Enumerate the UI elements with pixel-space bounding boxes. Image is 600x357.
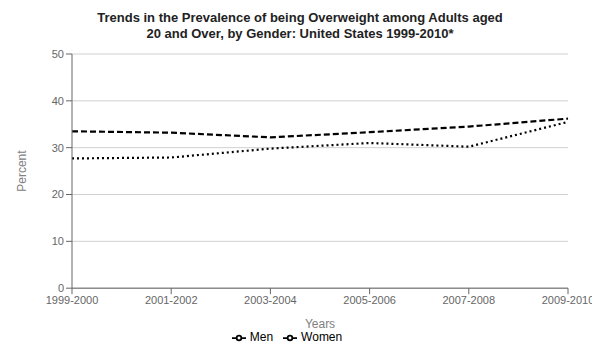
svg-text:2009-2010: 2009-2010 xyxy=(542,294,592,306)
html-text:Women: Women xyxy=(301,330,343,345)
html-text:Trends in the Prevalence of be: Trends in the Prevalence of being Overwe… xyxy=(97,10,503,25)
svg-text:2001-2002: 2001-2002 xyxy=(145,294,198,306)
svg-text:40: 40 xyxy=(52,95,64,107)
svg-text:2005-2006: 2005-2006 xyxy=(343,294,396,306)
svg-text:Years: Years xyxy=(305,317,335,331)
html-text:20 and Over, by Gender: United: 20 and Over, by Gender: United States 19… xyxy=(146,26,454,41)
svg-text:10: 10 xyxy=(52,235,64,247)
svg-text:Percent: Percent xyxy=(15,150,29,192)
svg-text:30: 30 xyxy=(52,142,64,154)
svg-text:50: 50 xyxy=(52,48,64,60)
svg-text:1999-2000: 1999-2000 xyxy=(46,294,99,306)
svg-text:2003-2004: 2003-2004 xyxy=(244,294,297,306)
svg-text:20: 20 xyxy=(52,188,64,200)
svg-text:0: 0 xyxy=(58,282,64,294)
html-text:Men: Men xyxy=(249,330,274,345)
svg-text:2007-2008: 2007-2008 xyxy=(442,294,495,306)
